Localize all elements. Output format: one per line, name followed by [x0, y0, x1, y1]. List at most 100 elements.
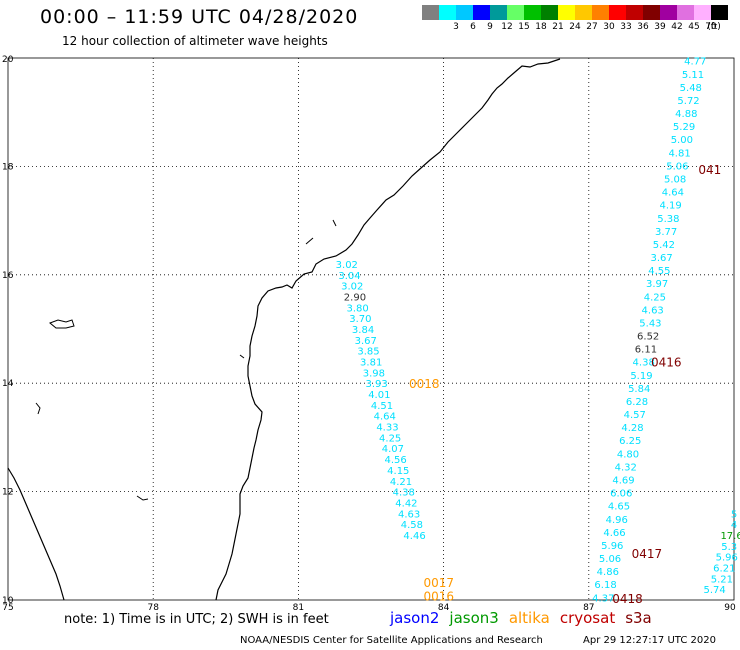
swh-value: 4.46 — [403, 531, 425, 542]
swh-value: 4.33 — [376, 423, 398, 434]
swh-value: 4.77 — [684, 57, 706, 68]
swh-value: 5.38 — [657, 214, 679, 225]
legend-label: 27 — [586, 22, 598, 32]
swh-value: 4.63 — [398, 509, 420, 520]
legend-unit: (ft) — [707, 22, 721, 32]
legend-label: 3 — [453, 22, 459, 32]
swh-value: 4.55 — [648, 266, 670, 277]
swh-value: 5.96 — [601, 541, 623, 552]
legend-swatch — [456, 5, 473, 20]
legend-swatch — [609, 5, 626, 20]
swh-value: 6.11 — [635, 345, 657, 356]
swh-value: 4.64 — [662, 188, 684, 199]
swh-value: 5.08 — [664, 174, 686, 185]
pass-label: 0016 — [423, 590, 454, 604]
pass-label: 0017 — [423, 576, 454, 590]
swh-value: 4.51 — [371, 401, 393, 412]
swh-value: 6.21 — [713, 563, 735, 574]
swh-value: 4.58 — [401, 520, 423, 531]
legend-swatch — [422, 5, 439, 20]
island-3 — [136, 495, 149, 501]
legend-swatch — [439, 5, 456, 20]
swh-value: 4.80 — [617, 449, 639, 460]
swh-value: 3.70 — [349, 314, 371, 325]
lat-tick-label: 16 — [2, 271, 14, 281]
legend-swatch — [473, 5, 490, 20]
mission-altika: altika — [508, 609, 550, 627]
swh-value: 4.38 — [393, 488, 415, 499]
legend-swatch — [575, 5, 592, 20]
legend-swatch — [524, 5, 541, 20]
pass-label: 0418 — [612, 592, 643, 606]
swh-value: 5.84 — [628, 384, 650, 395]
island-5 — [332, 219, 337, 227]
legend-swatch — [592, 5, 609, 20]
swh-value: 3.67 — [355, 336, 377, 347]
legend-swatch — [490, 5, 507, 20]
swh-value: 17.6 — [720, 531, 740, 542]
sri-lanka-west-coast — [7, 467, 65, 601]
swh-value: 5.48 — [680, 83, 702, 94]
legend-label: 36 — [637, 22, 649, 32]
swh-value: 5.72 — [677, 96, 699, 107]
swh-value: 4.42 — [395, 498, 417, 509]
swh-value: 3.93 — [365, 379, 387, 390]
swh-value: 4.38 — [633, 358, 655, 369]
legend-swatch — [677, 5, 694, 20]
lon-tick-label: 75 — [2, 603, 13, 613]
swh-value: 4.28 — [621, 423, 643, 434]
swh-value: 5.11 — [682, 70, 704, 81]
lon-tick-label: 87 — [583, 603, 594, 613]
swh-value: 6.28 — [626, 397, 648, 408]
swh-value: 4.81 — [668, 148, 690, 159]
legend-label: 21 — [552, 22, 564, 32]
swh-value: 3.80 — [347, 303, 369, 314]
legend-label: 12 — [501, 22, 513, 32]
swh-value: 3.81 — [360, 358, 382, 369]
swh-value: 4.25 — [379, 433, 401, 444]
legend-label: 33 — [620, 22, 632, 32]
swh-value: 4.32 — [615, 462, 637, 473]
swh-value: 6.06 — [610, 489, 632, 500]
swh-value: 4.21 — [390, 477, 412, 488]
legend-label: 42 — [671, 22, 683, 32]
swh-value: 5.00 — [671, 135, 693, 146]
page-subtitle: 12 hour collection of altimeter wave hei… — [62, 34, 328, 48]
swh-value: 3.97 — [646, 279, 668, 290]
swh-value: 4.01 — [368, 390, 390, 401]
legend-label: 9 — [487, 22, 493, 32]
pass-label: 0417 — [632, 547, 663, 561]
swh-value: 5 — [731, 509, 737, 520]
lon-tick-label: 81 — [293, 603, 304, 613]
swh-value: 4.86 — [597, 567, 619, 578]
swh-value: 5.96 — [716, 553, 738, 564]
swh-value: 4.25 — [644, 292, 666, 303]
swh-value: 5.42 — [653, 240, 675, 251]
axis-labels: 75 78 81 84 87 90 10 12 14 16 18 20 — [2, 55, 736, 613]
legend-label: 24 — [569, 22, 581, 32]
legend-label: 6 — [470, 22, 476, 32]
swh-value: 4.63 — [642, 305, 664, 316]
swh-value: 4.57 — [624, 410, 646, 421]
swh-value: 3.84 — [352, 325, 374, 336]
swh-value: 6.25 — [619, 436, 641, 447]
lat-tick-label: 14 — [2, 379, 14, 389]
swh-value: 4.37 — [592, 593, 614, 604]
footer-note: note: 1) Time is in UTC; 2) SWH is in fe… — [64, 612, 329, 627]
swh-value: 4.15 — [387, 466, 409, 477]
swh-value: 4.19 — [659, 201, 681, 212]
coastline — [7, 58, 561, 601]
swh-value: 3.77 — [655, 227, 677, 238]
swh-value: 4.69 — [612, 476, 634, 487]
swh-value: 5.43 — [639, 318, 661, 329]
legend-swatch — [694, 5, 711, 20]
india-east-coast — [215, 58, 561, 601]
pass-label: 041 — [698, 163, 721, 177]
island-1 — [49, 319, 75, 329]
swh-observations: 3.023.043.022.903.803.703.843.673.853.81… — [336, 57, 740, 605]
mission-jason3: jason3 — [449, 609, 499, 627]
color-legend — [422, 5, 728, 20]
legend-swatch — [660, 5, 677, 20]
